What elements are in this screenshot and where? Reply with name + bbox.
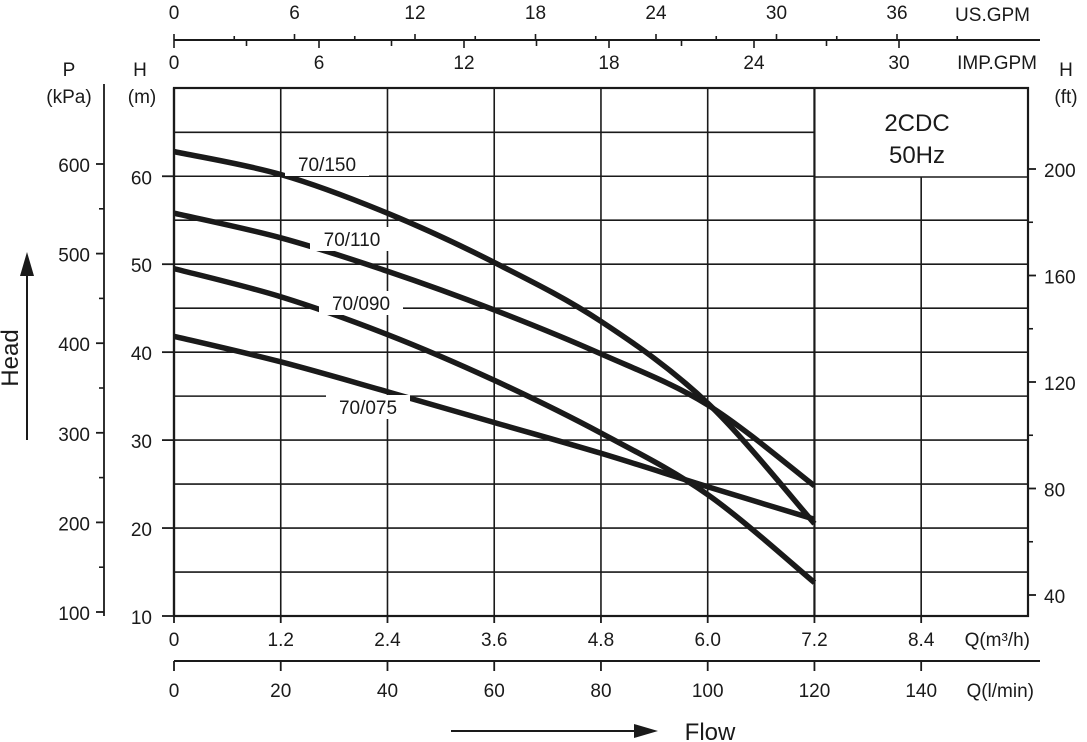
bottom-lmin-tick-label: 0 [169, 681, 180, 702]
right-ft-tick-label: 80 [1044, 481, 1065, 502]
top-imp-tick-label: 6 [314, 53, 325, 74]
series-label-bg [310, 227, 394, 251]
model-label-series: 2CDC [884, 110, 949, 137]
bottom-lmin-tick-label: 20 [270, 681, 291, 702]
top-imp-tick-label: 0 [169, 53, 180, 74]
left-p-tick-label: 200 [58, 514, 90, 535]
series-label-bg [319, 291, 403, 315]
top-us-tick-label: 6 [289, 3, 300, 24]
bottom-m3h-unit: Q(m³/h) [965, 630, 1030, 651]
x-axis-title: Flow [685, 719, 736, 742]
bottom-m3h-tick-label: 3.6 [481, 630, 507, 651]
head-arrow-head [20, 252, 34, 276]
bottom-lmin-tick-label: 140 [905, 681, 937, 702]
bottom-m3h-tick-label: 8.4 [908, 630, 935, 651]
left-h-tick-label: 20 [131, 520, 152, 541]
left-p-title: P [63, 60, 76, 81]
bottom-lmin-unit: Q(l/min) [966, 681, 1034, 702]
left-h-title: H [133, 60, 147, 81]
right-ft-tick-label: 120 [1044, 374, 1076, 395]
left-h-tick-label: 10 [131, 608, 152, 629]
bottom-m3h-tick-label: 6.0 [694, 630, 720, 651]
y-axis-title: Head [0, 329, 24, 386]
right-ft-tick-label: 200 [1044, 161, 1076, 182]
left-p-tick-label: 100 [58, 604, 90, 625]
series-line-70-110 [173, 210, 817, 489]
top-us-tick-label: 36 [886, 3, 907, 24]
bottom-m3h-tick-label: 4.8 [588, 630, 614, 651]
top-us-tick-label: 0 [169, 3, 180, 24]
right-ft-title: H [1059, 60, 1073, 81]
left-h-unit: (m) [128, 87, 156, 108]
flow-arrow-head [634, 724, 658, 738]
left-h-tick-label: 40 [131, 344, 152, 365]
left-p-tick-label: 500 [58, 246, 90, 267]
bottom-m3h-tick-label: 2.4 [374, 630, 401, 651]
left-p-unit: (kPa) [46, 87, 91, 108]
bottom-lmin-tick-label: 120 [799, 681, 831, 702]
top-us-tick-label: 30 [766, 3, 787, 24]
top-us-tick-label: 18 [525, 3, 546, 24]
top-us-unit: US.GPM [955, 5, 1030, 26]
series-label-bg [326, 395, 410, 419]
bottom-lmin-tick-label: 100 [692, 681, 724, 702]
left-p-tick-label: 300 [58, 425, 90, 446]
left-h-tick-label: 50 [131, 256, 152, 277]
right-ft-tick-label: 40 [1044, 587, 1065, 608]
bottom-m3h-tick-label: 0 [169, 630, 180, 651]
bottom-lmin-tick-label: 80 [590, 681, 611, 702]
series-label: 70/150 [298, 155, 356, 176]
top-imp-tick-label: 24 [743, 53, 765, 74]
series-label: 70/075 [339, 398, 397, 419]
left-h-tick-label: 60 [131, 168, 152, 189]
series-label: 70/110 [324, 230, 381, 251]
series-line-70-090 [173, 265, 817, 585]
left-p-tick-label: 600 [58, 156, 90, 177]
bottom-m3h-tick-label: 1.2 [268, 630, 294, 651]
bottom-m3h-tick-label: 7.2 [801, 630, 827, 651]
series-line-70-075 [173, 333, 816, 522]
right-ft-tick-label: 160 [1044, 268, 1076, 289]
right-ft-unit: (ft) [1054, 87, 1077, 108]
top-us-tick-label: 12 [404, 3, 425, 24]
left-p-tick-label: 400 [58, 335, 90, 356]
bottom-lmin-tick-label: 40 [377, 681, 398, 702]
top-us-tick-label: 24 [645, 3, 667, 24]
top-imp-tick-label: 12 [453, 53, 474, 74]
series-label: 70/090 [332, 294, 390, 315]
top-imp-tick-label: 30 [888, 53, 909, 74]
left-h-tick-label: 30 [131, 432, 152, 453]
top-imp-tick-label: 18 [598, 53, 619, 74]
series-label-bg [285, 152, 369, 176]
top-imp-unit: IMP.GPM [957, 53, 1037, 74]
model-label-frequency: 50Hz [889, 142, 945, 169]
bottom-lmin-tick-label: 60 [484, 681, 505, 702]
